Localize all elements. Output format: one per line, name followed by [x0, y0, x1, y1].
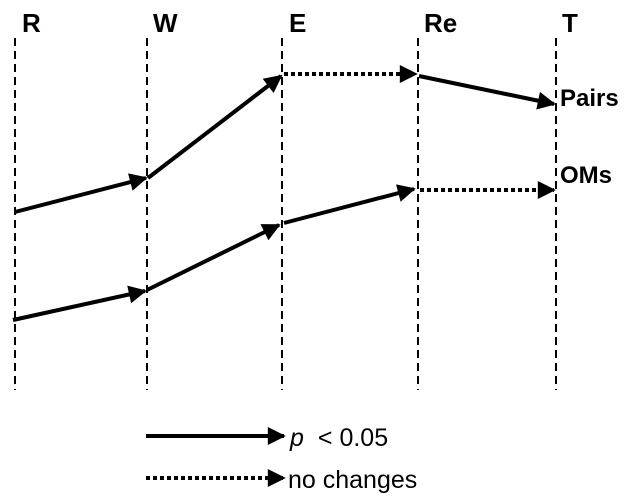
- stage-label-r: R: [22, 8, 41, 38]
- stage-label-t: T: [562, 8, 578, 38]
- stage-label-re: Re: [424, 8, 457, 38]
- oms-arrow-e-re: [283, 184, 416, 225]
- pairs-arrow-r-w: [14, 173, 148, 214]
- legend-p-symbol: p: [289, 424, 304, 452]
- series-label-oms: OMs: [560, 162, 612, 189]
- legend-threshold: < 0.05: [318, 424, 388, 452]
- pairs-arrow-w-e: [146, 74, 283, 180]
- oms-arrow-w-e: [146, 223, 281, 292]
- pairs-arrow-re-t: [418, 74, 556, 110]
- oms-arrow-r-w: [12, 285, 147, 322]
- legend-significant-label: p < 0.05: [289, 424, 388, 452]
- stage-label-e: E: [289, 8, 306, 38]
- legend-none-label: no changes: [288, 466, 417, 494]
- series-label-pairs: Pairs: [560, 85, 619, 112]
- stage-label-w: W: [153, 8, 178, 38]
